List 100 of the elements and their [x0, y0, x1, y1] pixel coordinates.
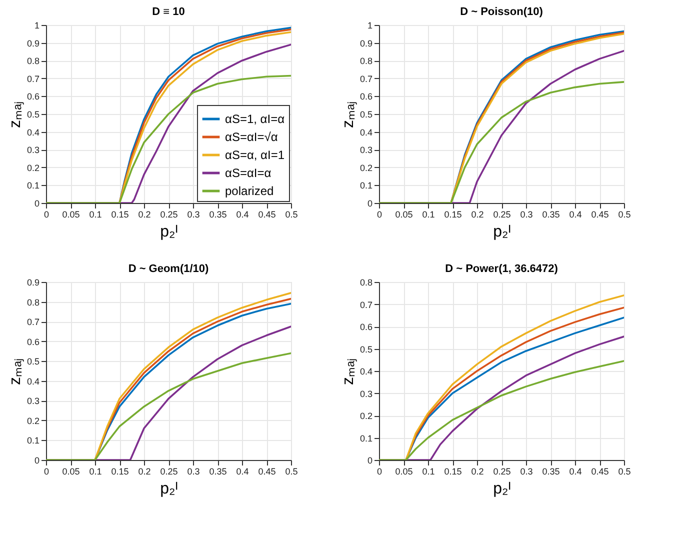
legend-label: αS=αI=α: [225, 166, 272, 180]
legend-label: polarized: [225, 184, 274, 198]
y-tick-label: 0.8: [360, 278, 372, 288]
x-tick-label: 0.2: [471, 210, 484, 220]
x-tick-label: 0.5: [618, 466, 631, 476]
y-tick-label: 0.5: [26, 356, 40, 367]
y-axis-title: zₘₐⱼ: [6, 358, 24, 385]
x-tick-label: 0.15: [444, 210, 462, 220]
x-tick-label: 0.4: [236, 210, 249, 220]
y-tick-label: 0.7: [360, 74, 372, 84]
x-tick-label: 0.5: [285, 466, 298, 476]
y-tick-label: 0.6: [360, 322, 372, 332]
x-tick-label: 0.1: [422, 210, 435, 220]
x-tick-label: 0.1: [422, 466, 435, 476]
y-tick-label: 0.1: [26, 436, 40, 446]
x-tick-label: 0.35: [542, 466, 560, 476]
y-axis-title: zₘₐⱼ: [340, 101, 357, 128]
x-tick-label: 0.35: [209, 210, 227, 220]
y-tick-label: 0.9: [360, 38, 372, 48]
y-tick-label: 0: [367, 198, 372, 208]
y-tick-label: 0.1: [360, 180, 372, 191]
y-tick-label: 0.6: [360, 92, 372, 102]
y-tick-label: 0.8: [360, 56, 372, 66]
x-tick-label: 0.1: [89, 210, 102, 220]
x-tick-label: 0.2: [471, 466, 484, 476]
x-tick-label: 0.5: [618, 210, 631, 220]
y-tick-label: 1: [34, 20, 40, 30]
x-tick-label: 0.35: [542, 210, 560, 220]
y-tick-label: 0.4: [360, 366, 372, 376]
x-tick-label: 0.1: [89, 466, 102, 476]
y-tick-label: 0.3: [26, 145, 40, 156]
x-tick-label: 0.2: [138, 210, 151, 220]
y-tick-label: 0.4: [360, 127, 372, 138]
y-tick-label: 0.2: [26, 162, 40, 173]
x-tick-label: 0.15: [111, 210, 129, 220]
y-tick-label: 0.8: [26, 297, 40, 308]
x-tick-label: 0.25: [493, 466, 511, 476]
y-tick-label: 0.2: [360, 162, 372, 173]
y-tick-label: 0.3: [360, 388, 372, 399]
x-tick-label: 0.45: [591, 466, 609, 476]
x-axis-title: p₂ᴵ: [493, 480, 511, 498]
x-tick-label: 0.35: [209, 466, 227, 476]
legend-label: αS=1, αI=α: [225, 112, 285, 126]
x-tick-label: 0: [376, 466, 382, 476]
x-tick-label: 0.3: [187, 466, 200, 476]
legend-label: αS=αI=√α: [225, 130, 278, 144]
y-tick-label: 0.5: [360, 110, 372, 120]
y-tick-label: 0.5: [26, 110, 40, 120]
x-tick-label: 0.45: [258, 210, 276, 220]
y-tick-label: 0.8: [26, 56, 40, 66]
x-tick-label: 0.4: [569, 210, 582, 220]
x-tick-label: 0.15: [111, 466, 129, 476]
y-tick-label: 0.3: [360, 145, 372, 156]
x-tick-label: 0: [376, 210, 382, 220]
y-tick-label: 0.2: [26, 416, 40, 426]
x-tick-label: 0.05: [395, 466, 413, 476]
y-tick-label: 0.7: [360, 300, 372, 310]
x-tick-label: 0.5: [285, 210, 298, 220]
y-tick-label: 1: [367, 20, 372, 30]
x-tick-label: 0.25: [160, 466, 178, 476]
y-axis-title: zₘₐⱼ: [340, 358, 357, 385]
x-tick-label: 0.2: [138, 466, 151, 476]
x-tick-label: 0.3: [520, 210, 533, 220]
x-tick-label: 0.15: [444, 466, 462, 476]
x-axis-title: p₂ᴵ: [160, 224, 178, 240]
x-axis-title: p₂ᴵ: [160, 480, 178, 498]
y-tick-label: 0.6: [26, 336, 40, 347]
x-tick-label: 0.3: [187, 210, 200, 220]
x-tick-label: 0.05: [395, 210, 413, 220]
x-tick-label: 0: [44, 210, 50, 220]
y-tick-label: 0.9: [26, 38, 40, 48]
chart-title: D ~ Geom(1/10): [128, 263, 210, 275]
x-tick-label: 0.4: [569, 466, 582, 476]
y-tick-label: 0.4: [26, 127, 40, 138]
y-tick-label: 0: [34, 198, 40, 208]
y-tick-label: 0.1: [26, 180, 40, 191]
y-tick-label: 0.2: [360, 411, 372, 421]
y-tick-label: 0.5: [360, 344, 372, 354]
chart-title: D ≡ 10: [152, 6, 185, 18]
x-tick-label: 0.25: [493, 210, 511, 220]
x-tick-label: 0.25: [160, 210, 178, 220]
y-tick-label: 0.3: [26, 396, 40, 406]
chart-title: D ~ Power(1, 36.6472): [445, 263, 558, 275]
y-tick-label: 0.4: [26, 376, 40, 386]
x-tick-label: 0: [44, 466, 50, 476]
x-axis-title: p₂ᴵ: [493, 224, 511, 240]
legend-label: αS=α, αI=1: [225, 148, 285, 162]
y-tick-label: 0.7: [26, 317, 40, 328]
x-tick-label: 0.3: [520, 466, 533, 476]
y-tick-label: 0.7: [26, 74, 40, 84]
y-axis-title: zₘₐⱼ: [6, 101, 24, 128]
x-tick-label: 0.45: [258, 466, 276, 476]
y-tick-label: 0.6: [26, 92, 40, 102]
x-tick-label: 0.4: [236, 466, 249, 476]
y-tick-label: 0: [367, 456, 372, 466]
x-tick-label: 0.05: [62, 466, 80, 476]
x-tick-label: 0.45: [591, 210, 609, 220]
y-tick-label: 0.1: [360, 433, 372, 444]
chart-title: D ~ Poisson(10): [460, 6, 544, 18]
x-tick-label: 0.05: [62, 210, 80, 220]
